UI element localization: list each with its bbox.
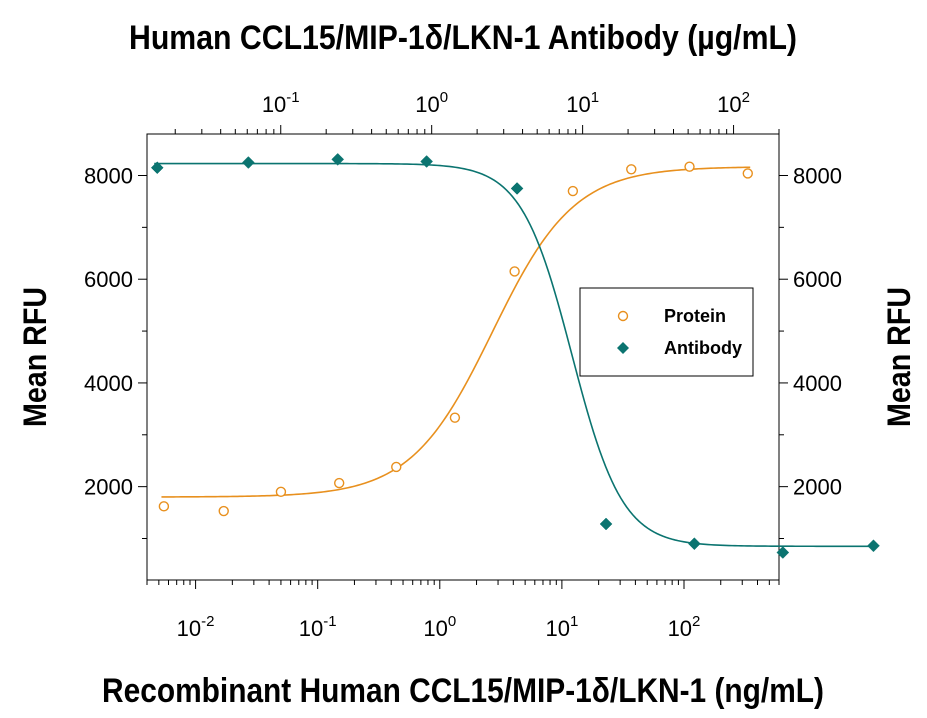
tick-exponent: 0	[440, 89, 448, 106]
x-axis-label: Recombinant Human CCL15/MIP-1δ/LKN-1 (ng…	[102, 672, 824, 710]
tick-exponent: -2	[201, 613, 214, 630]
x-bottom-tick-label: 101	[545, 613, 578, 641]
tick-exponent: 1	[591, 89, 599, 106]
antibody-point	[510, 182, 524, 195]
tick-base: 10	[423, 616, 447, 641]
y-left-tick-label: 6000	[84, 267, 133, 292]
antibody-point	[241, 156, 255, 169]
right-axis: 2000 4000 6000 8000	[779, 163, 842, 540]
y-axis-label-left: Mean RFU	[17, 287, 53, 427]
legend-marker-antibody	[617, 342, 629, 354]
x-bottom-tick-label: 102	[668, 613, 701, 641]
y-left-tick-label: 4000	[84, 371, 133, 396]
x-top-tick-label: 102	[717, 89, 750, 117]
tick-base: 10	[566, 92, 590, 117]
y-right-tick-label: 2000	[793, 475, 842, 500]
tick-base: 10	[299, 616, 323, 641]
top-axis: 10-1 100 101 102	[174, 89, 780, 134]
antibody-point	[776, 546, 790, 559]
antibody-point	[599, 517, 613, 531]
x-bottom-tick-label: 100	[423, 613, 456, 641]
tick-base: 10	[717, 92, 741, 117]
y-right-tick-label: 8000	[793, 163, 842, 188]
legend-label-antibody: Antibody	[664, 338, 742, 358]
tick-exponent: 2	[742, 89, 750, 106]
protein-point	[684, 161, 695, 172]
left-axis: 2000 4000 6000 8000	[84, 163, 147, 540]
legend-marker-protein	[617, 310, 629, 322]
antibody-fit-curve	[154, 162, 877, 548]
protein-point	[333, 477, 345, 489]
legend-label-protein: Protein	[664, 306, 726, 326]
data-points	[150, 153, 880, 559]
tick-exponent: 0	[448, 613, 456, 630]
antibody-point	[331, 153, 345, 166]
protein-point	[742, 168, 753, 179]
tick-exponent: -1	[323, 613, 336, 630]
tick-base: 10	[262, 92, 286, 117]
bottom-axis: 10-2 10-1 100 101 102	[146, 580, 780, 641]
antibody-point	[150, 161, 164, 175]
protein-fit-curve	[161, 166, 751, 498]
protein-point	[509, 266, 520, 277]
fit-curves	[154, 162, 877, 548]
x-bottom-tick-label: 10-1	[299, 613, 337, 641]
y-axis-label-right: Mean RFU	[881, 287, 917, 427]
protein-point	[218, 505, 229, 517]
y-left-tick-label: 2000	[84, 475, 133, 500]
protein-point	[626, 164, 637, 175]
protein-point	[158, 501, 170, 512]
tick-exponent: 2	[692, 613, 700, 630]
legend-box	[579, 287, 754, 377]
y-right-tick-label: 6000	[793, 267, 842, 292]
antibody-point	[688, 537, 701, 551]
y-right-tick-label: 4000	[793, 371, 842, 396]
tick-exponent: 1	[570, 613, 578, 630]
legend: Protein Antibody	[579, 287, 754, 377]
tick-base: 10	[177, 616, 201, 641]
protein-point	[275, 486, 287, 498]
antibody-point	[867, 539, 880, 553]
x-top-tick-label: 101	[566, 89, 599, 117]
plot-area	[146, 133, 780, 581]
tick-base: 10	[668, 616, 692, 641]
protein-point	[449, 412, 461, 423]
y-left-tick-label: 8000	[84, 163, 133, 188]
tick-exponent: -1	[286, 89, 299, 106]
x-top-tick-label: 100	[415, 89, 448, 117]
chart-title: Human CCL15/MIP-1δ/LKN-1 Antibody (µg/mL…	[129, 19, 797, 57]
tick-base: 10	[545, 616, 569, 641]
tick-base: 10	[415, 92, 439, 117]
x-top-tick-label: 10-1	[262, 89, 300, 117]
protein-point	[567, 185, 579, 197]
protein-point	[391, 461, 402, 473]
x-bottom-tick-label: 10-2	[177, 613, 215, 641]
antibody-point	[420, 155, 433, 168]
